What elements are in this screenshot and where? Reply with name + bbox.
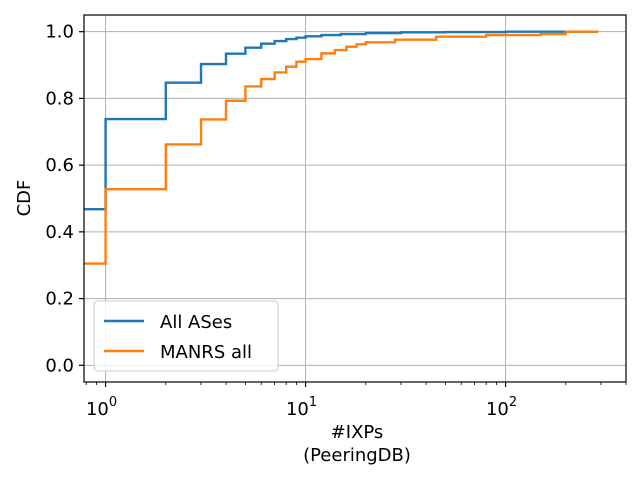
y-tick-label: 0.2 — [45, 289, 74, 310]
x-axis-ticks: 100 101 102 — [85, 382, 627, 420]
x-axis-label-line2: (PeeringDB) — [303, 445, 411, 466]
legend-label-manrs-all: MANRS all — [160, 342, 252, 363]
y-axis-ticks: 0.0 0.2 0.4 0.6 0.8 1.0 — [45, 22, 84, 376]
legend-label-all-ases: All ASes — [160, 312, 232, 333]
plot-frame — [83, 14, 627, 383]
y-tick-label: 1.0 — [45, 22, 74, 43]
legend-box — [93, 300, 279, 372]
series-line-manrs-all — [84, 30, 599, 265]
x-tick-label: 102 — [486, 395, 517, 420]
y-tick-label: 0.8 — [45, 88, 74, 109]
x-axis-label-line1: #IXPs — [331, 422, 384, 443]
x-tick-label: 100 — [86, 395, 117, 420]
y-tick-label: 0.4 — [45, 222, 74, 243]
legend: All ASes MANRS all — [93, 300, 279, 372]
y-tick-label: 0.0 — [45, 355, 74, 376]
y-tick-label: 0.6 — [45, 155, 74, 176]
series-group — [84, 30, 599, 265]
x-tick-label: 101 — [286, 395, 317, 420]
y-axis-label: CDF — [14, 180, 35, 217]
series-line-all-ases — [84, 30, 599, 211]
